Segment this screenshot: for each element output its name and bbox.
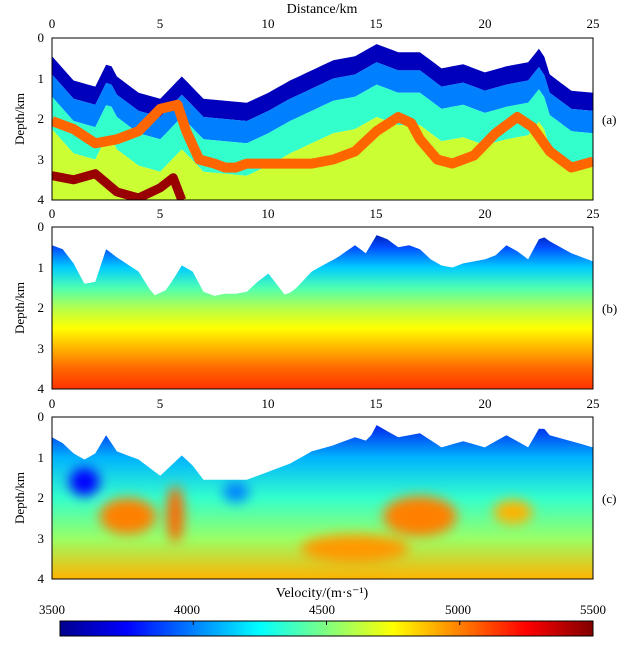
- panel-c-ytick-4: 4: [38, 571, 45, 586]
- panel-a-ytick-1: 1: [38, 71, 45, 86]
- panel-b-xtick-3: 15: [370, 206, 383, 221]
- colorbar-tick-0: 3500: [39, 602, 65, 617]
- panel-c-ytick-3: 3: [38, 531, 45, 546]
- panel-a-red-reflector: [52, 99, 593, 173]
- colorbar-tick-3: 5000: [445, 602, 471, 617]
- panel-c-x-ticks: 0 5 10 15 20 25: [49, 396, 600, 411]
- panel-b-ytick-1: 1: [38, 260, 45, 275]
- panel-c-ytick-1: 1: [38, 450, 45, 465]
- colorbar-tick-1: 4000: [174, 602, 200, 617]
- colorbar-ticks: 3500 4000 4500 5000 5500: [39, 602, 606, 617]
- panel-c-ylabel: Depth/km: [12, 472, 27, 524]
- panel-b-xtick-1: 5: [157, 206, 164, 221]
- panel-b-ytick-4: 4: [38, 381, 45, 396]
- panel-a-layer-1: [52, 62, 593, 144]
- panel-b-frame: [51, 226, 594, 390]
- panel-a-xtick-4: 20: [479, 16, 492, 31]
- panel-c-air-mask: [52, 417, 593, 480]
- panel-b-air-mask: [52, 227, 593, 296]
- panel-b-xtick-0: 0: [49, 206, 56, 221]
- panel-a-label: (a): [602, 112, 616, 127]
- panel-c-plot: [52, 417, 593, 579]
- panel-a-xtick-1: 5: [157, 16, 164, 31]
- panel-b: 0 5 10 15 20 25 0 1 2 3 4 Depth/km (b): [12, 206, 617, 396]
- panel-c-anomaly-1: [166, 485, 185, 543]
- panel-a-ytick-0: 0: [38, 30, 45, 45]
- panel-a-xtick-2: 10: [262, 16, 275, 31]
- panel-c-anomaly-4: [300, 534, 410, 563]
- panel-b-ytick-0: 0: [38, 219, 45, 234]
- panel-c-xtick-0: 0: [49, 396, 56, 411]
- colorbar: 3500 4000 4500 5000 5500: [39, 602, 606, 637]
- panel-b-xtick-2: 10: [262, 206, 275, 221]
- panel-a-x-ticks: 0 5 10 15 20 25: [49, 16, 600, 31]
- panel-c-anomaly-3: [493, 500, 533, 525]
- panel-a-ylabel: Depth/km: [12, 93, 27, 145]
- panel-b-y-ticks: 0 1 2 3 4: [38, 219, 45, 396]
- panel-c-xtick-5: 25: [587, 396, 600, 411]
- panel-a-ytick-4: 4: [38, 192, 45, 207]
- panel-a-y-ticks: 0 1 2 3 4: [38, 30, 45, 207]
- panel-c-anomaly-6: [222, 481, 249, 503]
- panel-a-frame: [51, 37, 594, 201]
- panel-a-ytick-3: 3: [38, 152, 45, 167]
- panel-b-xtick-4: 20: [479, 206, 492, 221]
- panel-b-plot: [52, 227, 593, 389]
- panel-c-xtick-1: 5: [157, 396, 164, 411]
- panel-b-xtick-5: 25: [587, 206, 600, 221]
- panel-a-plot: [52, 44, 593, 200]
- panel-b-ytick-3: 3: [38, 341, 45, 356]
- panel-c-xlabel: Velocity/(m·s⁻¹): [276, 586, 369, 601]
- panel-a-xtick-3: 15: [370, 16, 383, 31]
- panel-c-anomaly-2: [383, 495, 457, 537]
- panel-a-deep-reflector: [52, 169, 186, 200]
- panel-c-xtick-4: 20: [479, 396, 492, 411]
- colorbar-tick-marks: [59, 621, 594, 625]
- panel-a-layer-2: [52, 84, 593, 176]
- panel-c-anomalies: [69, 467, 533, 563]
- panel-c-anomaly-0: [99, 497, 156, 535]
- panel-c: 0 5 10 15 20 25 0 1 2 3 4 Depth/km (c) V…: [12, 396, 616, 601]
- colorbar-tick-4: 5500: [580, 602, 606, 617]
- panel-a-ytick-2: 2: [38, 111, 45, 126]
- panel-b-ylabel: Depth/km: [12, 282, 27, 334]
- panel-a: Distance/km 0 5 10 15 20 25 0 1 2 3 4 De…: [12, 2, 616, 207]
- panel-b-x-ticks: 0 5 10 15 20 25: [49, 206, 600, 221]
- panel-b-label: (b): [602, 301, 617, 316]
- colorbar-tick-2: 4500: [309, 602, 335, 617]
- panel-b-ytick-2: 2: [38, 300, 45, 315]
- panel-c-y-ticks: 0 1 2 3 4: [38, 409, 45, 586]
- panel-c-ytick-2: 2: [38, 490, 45, 505]
- panel-a-xtick-0: 0: [49, 16, 56, 31]
- panel-a-xtick-5: 25: [587, 16, 600, 31]
- panel-c-label: (c): [602, 491, 616, 506]
- panel-c-ytick-0: 0: [38, 409, 45, 424]
- panel-c-frame: [51, 416, 594, 580]
- panel-c-xtick-3: 15: [370, 396, 383, 411]
- panel-c-anomaly-5: [69, 467, 100, 496]
- panel-c-xtick-2: 10: [262, 396, 275, 411]
- panel-a-layer-0: [52, 44, 593, 121]
- panel-a-title: Distance/km: [287, 2, 358, 17]
